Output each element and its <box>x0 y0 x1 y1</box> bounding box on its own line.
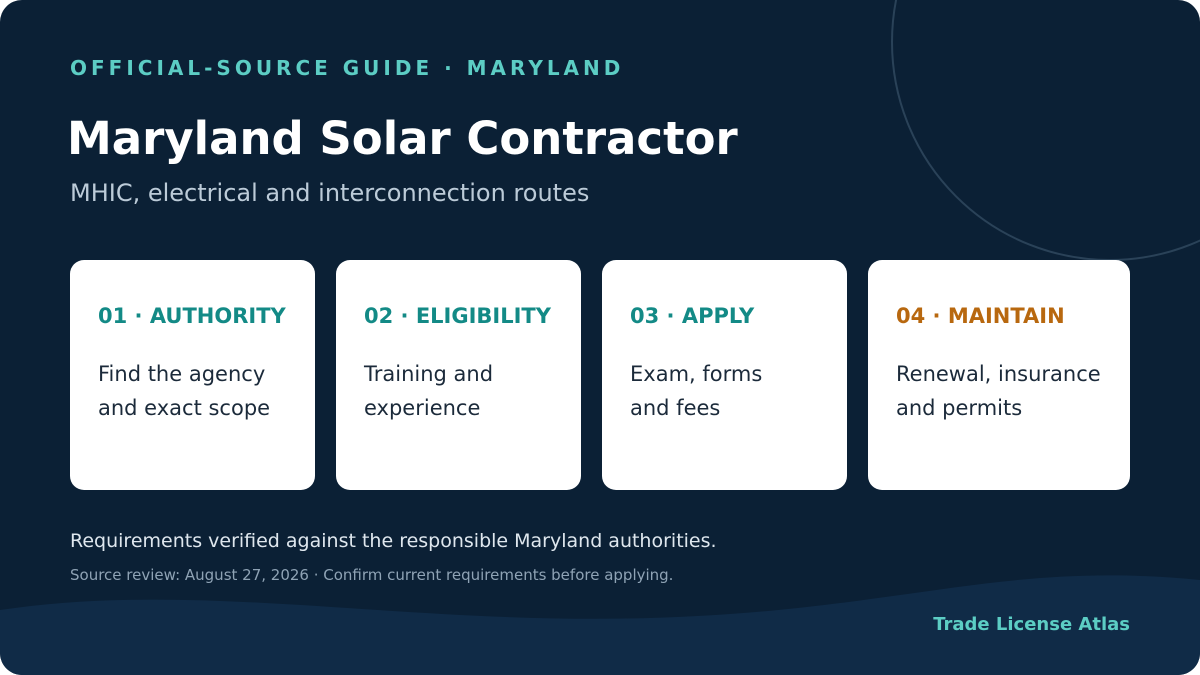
card-line: Find the agency <box>98 362 266 386</box>
card-label: 04 · MAINTAIN <box>896 304 1065 328</box>
card: 03 · APPLY Exam, forms and fees <box>602 260 847 490</box>
card-text: Training and experience <box>364 357 493 425</box>
title: Maryland Solar Contractor <box>67 112 738 165</box>
card-text: Exam, forms and fees <box>630 357 762 425</box>
card-label: 03 · APPLY <box>630 304 755 328</box>
subtitle: MHIC, electrical and interconnection rou… <box>70 179 590 207</box>
eyebrow: OFFICIAL-SOURCE GUIDE · MARYLAND <box>70 56 625 80</box>
card: 01 · AUTHORITY Find the agency and exact s… <box>70 260 315 490</box>
card: 04 · MAINTAIN Renewal, insurance and permi… <box>868 260 1130 490</box>
card-line: Training and <box>364 362 494 386</box>
card-text: Find the agency and exact scope <box>98 357 270 425</box>
card-line: and fees <box>630 396 721 420</box>
card-line: and exact scope <box>98 396 271 420</box>
card-label: 01 · AUTHORITY <box>98 304 286 328</box>
card-line: Renewal, insurance <box>896 362 1101 386</box>
card-label: 02 · ELIGIBILITY <box>364 304 551 328</box>
card: 02 · ELIGIBILITY Training and experience <box>336 260 581 490</box>
card-text: Renewal, insurance and permits <box>896 357 1101 425</box>
card-line: experience <box>364 396 481 420</box>
brand: Trade License Atlas <box>933 614 1130 635</box>
note: Requirements verified against the respon… <box>70 530 717 552</box>
review: Source review: August 27, 2026 · Confirm… <box>70 566 674 584</box>
card-line: and permits <box>896 396 1023 420</box>
card-line: Exam, forms <box>630 362 763 386</box>
